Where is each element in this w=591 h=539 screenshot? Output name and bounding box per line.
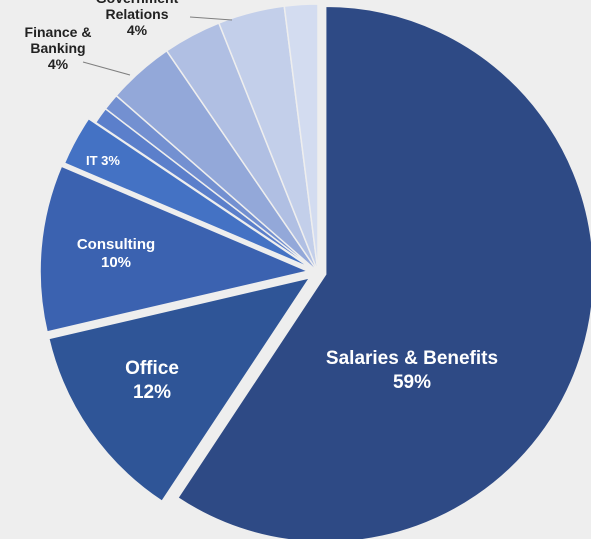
data-label-line: Office <box>125 358 179 379</box>
data-label-line: Banking <box>30 40 85 56</box>
data-label-line: 12% <box>133 382 171 403</box>
data-label-it: IT 3% <box>86 153 120 168</box>
data-label-consulting: Consulting 10% <box>77 236 155 271</box>
pie-slice-unlabeled-9 <box>283 3 319 273</box>
data-label-government-relations: GovernmentRelations4% <box>96 0 179 38</box>
data-label-line: Relations <box>105 6 168 22</box>
data-label-line: 4% <box>48 56 69 72</box>
data-label-line: 59% <box>393 372 431 393</box>
pie-slice-salaries-benefits <box>176 5 591 539</box>
data-label-finance-banking: Finance & Banking 4% <box>25 24 92 72</box>
pie-slice-it <box>63 117 312 269</box>
data-label-line: Finance & <box>25 24 92 40</box>
pie-slice-office <box>47 276 312 503</box>
data-label-line: Government <box>96 0 179 6</box>
leader-line <box>82 61 131 76</box>
data-label-salaries-benefits: Salaries & Benefits 59% <box>326 348 498 393</box>
data-label-line: 4% <box>127 22 148 38</box>
data-label-line: 10% <box>101 254 131 271</box>
data-label-line: Consulting <box>77 236 155 253</box>
data-label-line: IT 3% <box>86 153 120 168</box>
leader-line <box>189 16 233 21</box>
data-label-office: Office 12% <box>125 358 179 403</box>
data-label-line: Salaries & Benefits <box>326 348 498 369</box>
pie-slice-consulting <box>39 165 311 333</box>
